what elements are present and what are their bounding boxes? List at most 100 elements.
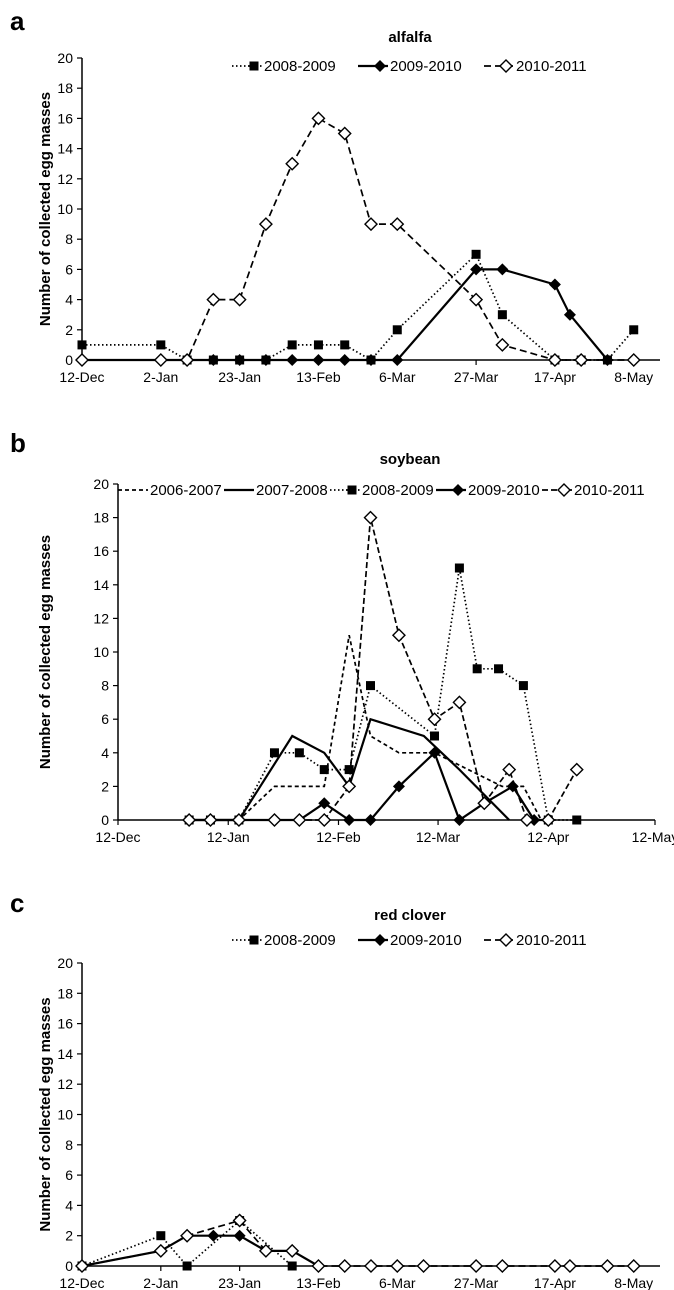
data-point	[287, 1261, 297, 1271]
x-tick-label: 6-Mar	[379, 1275, 416, 1290]
series-2008-2009	[77, 1216, 297, 1271]
x-tick-label: 12-Apr	[527, 829, 569, 845]
data-point	[391, 354, 404, 366]
y-tick-label: 2	[101, 778, 109, 794]
data-point	[453, 814, 466, 826]
data-point	[231, 813, 246, 827]
data-point	[497, 310, 507, 320]
data-point	[75, 1259, 89, 1273]
data-point	[233, 1229, 246, 1242]
data-point	[313, 340, 323, 350]
data-point	[267, 813, 282, 827]
x-tick-label: 2-Jan	[143, 369, 178, 385]
y-tick-label: 6	[101, 711, 109, 727]
x-tick-label: 12-Dec	[95, 829, 140, 845]
y-tick-label: 10	[57, 201, 73, 217]
x-tick-label: 13-Feb	[296, 1275, 341, 1290]
legend-marker	[374, 934, 386, 946]
legend-entry-label: 2009-2010	[390, 58, 462, 75]
data-point	[547, 353, 562, 367]
y-tick-label: 8	[65, 231, 73, 247]
data-point	[416, 1259, 431, 1273]
data-point	[337, 1259, 352, 1273]
y-tick-label: 4	[65, 1197, 73, 1213]
x-tick-label: 17-Apr	[534, 369, 576, 385]
data-point	[153, 1243, 168, 1258]
legend-marker	[499, 933, 513, 947]
y-tick-label: 14	[57, 1046, 73, 1062]
data-point	[343, 814, 356, 826]
data-point	[311, 111, 326, 126]
data-point	[365, 681, 375, 691]
series-2010-2011	[75, 1213, 641, 1273]
y-tick-label: 12	[93, 610, 109, 626]
x-tick-label: 12-Mar	[416, 829, 461, 845]
y-tick-label: 4	[101, 745, 109, 761]
data-point	[182, 813, 197, 827]
data-point	[287, 340, 297, 350]
data-point	[563, 308, 576, 321]
x-tick-label: 12-Dec	[59, 369, 104, 385]
data-point	[344, 765, 354, 775]
data-point	[390, 1259, 405, 1273]
data-point	[427, 712, 442, 727]
data-point	[182, 1261, 192, 1271]
data-point	[285, 1243, 300, 1258]
legend-entry-label: 2008-2009	[264, 58, 336, 75]
data-point	[469, 1259, 484, 1273]
panel-letter: c	[10, 888, 24, 918]
data-point	[180, 1228, 195, 1243]
legend-marker	[347, 485, 357, 495]
data-point	[494, 664, 504, 674]
data-point	[472, 664, 482, 674]
y-tick-label: 20	[57, 50, 73, 66]
data-point	[519, 813, 534, 827]
data-point	[258, 1243, 273, 1258]
x-tick-label: 27-Mar	[454, 369, 499, 385]
data-point	[428, 746, 441, 759]
series-2009-2010	[76, 263, 614, 366]
series-2008-2009	[77, 249, 639, 365]
data-point	[392, 325, 402, 335]
data-point	[156, 340, 166, 350]
data-point	[629, 325, 639, 335]
legend: 2006-2007 2007-2008 2008-2009 2009-2010 2010…	[118, 482, 645, 499]
y-tick-label: 8	[65, 1137, 73, 1153]
legend-entry-label: 2010-2011	[516, 58, 587, 75]
data-point	[207, 354, 220, 366]
series-line	[189, 635, 542, 821]
panel-a: a alfalfa Number of collected egg masses 0 2…	[10, 6, 660, 385]
series-line	[81, 1219, 634, 1267]
series-2008-2009	[184, 563, 582, 825]
data-point	[286, 354, 299, 366]
data-point	[317, 813, 332, 827]
y-tick-label: 6	[65, 1167, 73, 1183]
y-tick-label: 10	[57, 1107, 73, 1123]
y-tick-label: 8	[101, 678, 109, 694]
data-point	[364, 814, 377, 826]
y-tick-label: 10	[93, 644, 109, 660]
data-point	[233, 354, 246, 366]
data-point	[77, 340, 87, 350]
legend-marker	[249, 61, 259, 71]
data-point	[232, 292, 247, 307]
chart-title: alfalfa	[388, 29, 432, 46]
series-2010-2011	[75, 111, 641, 367]
data-point	[311, 1259, 326, 1273]
data-point	[342, 779, 357, 794]
y-tick-label: 6	[65, 261, 73, 277]
data-point	[471, 249, 481, 259]
series-line	[189, 567, 577, 821]
x-tick-label: 12-May	[632, 829, 674, 845]
data-point	[391, 628, 406, 643]
y-tick-label: 0	[65, 352, 73, 368]
data-point	[285, 156, 300, 171]
y-tick-label: 14	[57, 141, 73, 157]
legend-marker	[557, 483, 571, 497]
series-line	[82, 268, 609, 362]
y-axis-label: Number of collected egg masses	[37, 92, 54, 326]
data-point	[547, 1259, 562, 1273]
series-2010-2011	[182, 510, 584, 827]
data-point	[364, 1259, 378, 1273]
